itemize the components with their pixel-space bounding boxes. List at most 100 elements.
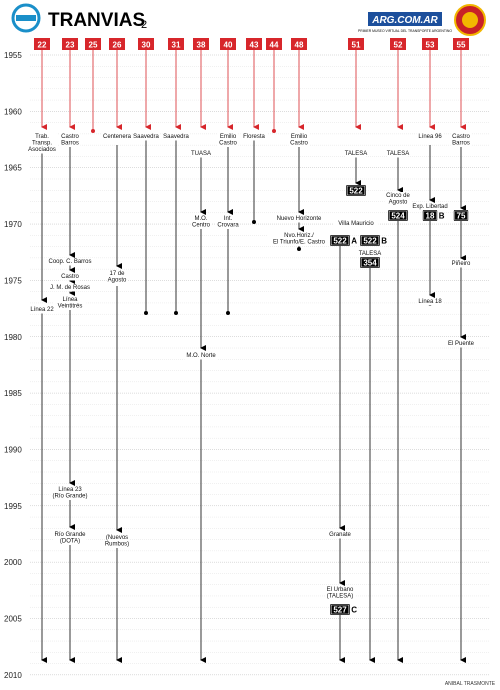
route-number: 44 xyxy=(270,41,279,50)
badge xyxy=(422,210,438,221)
label-line: Centenera xyxy=(103,134,132,140)
label-line: Crovara xyxy=(217,223,239,229)
badge-suffix: C xyxy=(351,606,357,615)
volume: 2 xyxy=(141,19,147,31)
route-end xyxy=(226,311,230,315)
label-background xyxy=(106,270,128,284)
label-line: Línea 96 xyxy=(418,134,442,140)
label-background xyxy=(288,133,310,147)
stop-label: Piñeiro xyxy=(452,261,471,267)
stop-label: Centenera xyxy=(103,134,132,140)
label-line: Nvo.Horiz./ xyxy=(284,233,314,239)
badge-suffix: B xyxy=(381,237,387,246)
stop-label: M.O. Centro xyxy=(192,216,211,229)
year-label: 2000 xyxy=(4,558,22,567)
badge-inner xyxy=(360,257,380,268)
stop-label: Villa Mauricio xyxy=(338,221,374,227)
label-line: (Nuevos xyxy=(106,535,128,541)
stop-label: TALESA xyxy=(387,151,410,157)
label-line: Asociados xyxy=(28,147,56,153)
route-number: 43 xyxy=(250,41,259,50)
label-line: (DOTA) xyxy=(60,539,80,545)
label-background xyxy=(416,133,444,141)
stop-label: M.O. Norte xyxy=(186,353,216,359)
stop-label: TUASA xyxy=(191,151,211,157)
year-label: 2010 xyxy=(4,671,22,680)
badge-number: 18 xyxy=(426,212,435,221)
route-box xyxy=(246,38,262,50)
label-line: Río Grande xyxy=(54,532,86,538)
year-label: 1985 xyxy=(4,389,22,398)
stop-label: Nvo.Horiz./El Triunfo/E. Castro xyxy=(273,233,326,246)
label-line: TALESA xyxy=(387,151,410,157)
label-line: Castro xyxy=(290,141,308,147)
route-box xyxy=(168,38,184,50)
label-line: Floresta xyxy=(243,134,265,140)
logo-bar xyxy=(16,15,36,21)
museum-seal-center xyxy=(462,12,478,28)
label-background xyxy=(450,133,472,147)
route-number: 23 xyxy=(66,41,75,50)
route-box xyxy=(34,38,50,50)
badge-inner xyxy=(423,210,437,221)
label-line: Rumbos) xyxy=(105,542,129,548)
stop-label: TALESA xyxy=(359,251,382,257)
stop-label: Línea 18 xyxy=(418,299,442,305)
site-logo xyxy=(368,12,442,26)
year-label: 1980 xyxy=(4,333,22,342)
label-line: Coop. C. Barros xyxy=(48,259,91,265)
route-box xyxy=(390,38,406,50)
label-line: Línea 23 xyxy=(58,487,82,493)
badge-number: 524 xyxy=(391,212,405,221)
site-tagline: PRIMER MUSEO VIRTUAL DEL TRANSPORTE ARGE… xyxy=(358,29,452,33)
badge-number: 527 xyxy=(333,606,347,615)
route-number: 26 xyxy=(113,41,122,50)
label-line: Emilio xyxy=(220,134,237,140)
label-line: M.O. xyxy=(195,216,208,222)
label-line: J. M. de Rosas xyxy=(50,285,90,291)
stop-label: J. M. de Rosas xyxy=(50,285,90,291)
label-line: Centro xyxy=(192,223,211,229)
route-end xyxy=(272,129,276,133)
badge-number: 354 xyxy=(363,259,377,268)
route-number: 30 xyxy=(142,41,151,50)
label-line: TALESA xyxy=(345,151,368,157)
route-end xyxy=(144,311,148,315)
footer: ANIBAL TRASMONTE xyxy=(445,681,496,687)
route-box xyxy=(291,38,307,50)
label-background xyxy=(449,260,473,268)
label-line: Saavedra xyxy=(133,134,159,140)
badge xyxy=(360,257,380,268)
route-box xyxy=(62,38,78,50)
label-line: Piñeiro xyxy=(452,261,471,267)
label-line: M.O. Norte xyxy=(186,353,216,359)
label-background xyxy=(328,531,352,539)
label-line: Saavedra xyxy=(163,134,189,140)
route-number: 52 xyxy=(394,41,403,50)
label-line: Línea xyxy=(62,297,78,303)
year-label: 2005 xyxy=(4,615,22,624)
route-number: 38 xyxy=(197,41,206,50)
route-number: 31 xyxy=(172,41,181,50)
stop-label: Coop. C. Barros xyxy=(48,259,91,265)
label-background xyxy=(359,250,381,258)
label-background xyxy=(217,133,239,147)
label-line: El Puente xyxy=(448,341,475,347)
stop-label: Río Grande (DOTA) xyxy=(54,532,86,545)
label-background xyxy=(446,340,476,348)
stop-label: Línea 96 xyxy=(418,134,442,140)
route-number: 40 xyxy=(224,41,233,50)
badge xyxy=(360,235,380,246)
label-line: Línea 18 xyxy=(418,299,442,305)
stop-label: Emilio Castro xyxy=(290,134,308,147)
route-number: 55 xyxy=(457,41,466,50)
route-box xyxy=(220,38,236,50)
label-background xyxy=(384,192,412,206)
badge-number: 522 xyxy=(363,237,377,246)
stop-label: Saavedra xyxy=(163,134,189,140)
badge-inner xyxy=(346,185,366,196)
stop-label: Cinco de Agosto xyxy=(386,193,410,206)
label-background xyxy=(387,150,409,158)
stop-label: Floresta xyxy=(243,134,265,140)
